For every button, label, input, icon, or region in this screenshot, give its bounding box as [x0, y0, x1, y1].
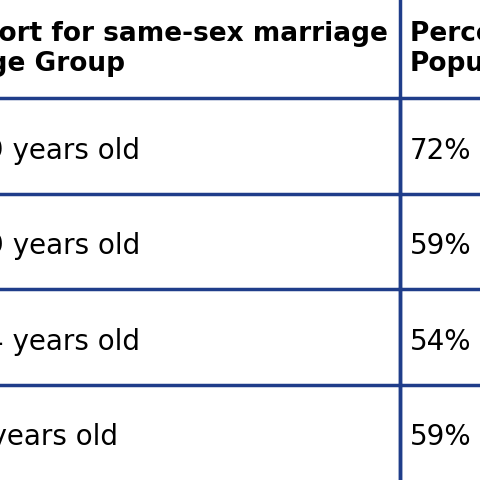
Text: 59%: 59% — [410, 232, 472, 260]
Text: 54%: 54% — [410, 328, 471, 356]
Text: 30-49 years old: 30-49 years old — [0, 232, 141, 260]
Text: 50-64 years old: 50-64 years old — [0, 328, 140, 356]
Text: Support for same-sex marriage
by Age Group: Support for same-sex marriage by Age Gro… — [0, 21, 388, 77]
Bar — [0, 0, 480, 98]
Text: 59%: 59% — [410, 423, 472, 451]
Bar — [0, 289, 480, 384]
Bar — [0, 194, 480, 289]
Text: Percent of
Population: Percent of Population — [410, 21, 480, 77]
Bar — [0, 384, 480, 480]
Text: 65+ years old: 65+ years old — [0, 423, 118, 451]
Text: 18-29 years old: 18-29 years old — [0, 137, 140, 165]
Text: 72%: 72% — [410, 137, 471, 165]
Bar — [0, 98, 480, 194]
